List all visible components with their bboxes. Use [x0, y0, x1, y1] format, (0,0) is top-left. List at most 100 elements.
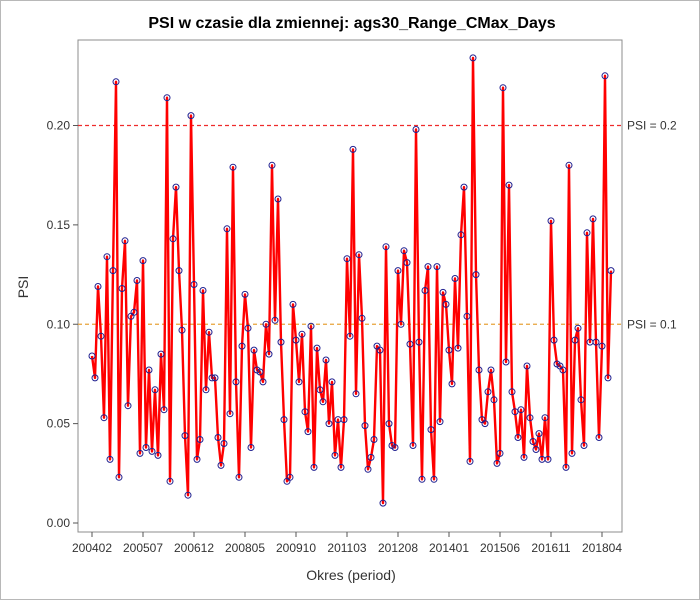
data-point [403, 259, 411, 267]
data-point [367, 453, 375, 461]
data-point [562, 463, 570, 471]
y-tick-label: 0.10 [47, 317, 71, 331]
data-point [163, 94, 171, 102]
data-point [103, 253, 111, 261]
data-point [199, 287, 207, 294]
data-point [544, 455, 552, 463]
data-point [559, 366, 567, 374]
data-point [526, 414, 534, 422]
x-tick-label: 201103 [327, 541, 366, 555]
data-point [577, 396, 585, 404]
data-point [175, 267, 183, 275]
data-point [550, 336, 558, 344]
data-point [598, 342, 606, 350]
data-point [193, 455, 201, 463]
x-tick-label: 201506 [480, 541, 520, 555]
data-point [172, 183, 180, 191]
data-point [568, 449, 576, 457]
data-point [571, 336, 579, 344]
data-point [331, 451, 339, 459]
x-tick-label: 201804 [582, 541, 622, 555]
data-point [457, 231, 465, 239]
data-point [433, 263, 441, 271]
reference-line-label: PSI = 0.2 [627, 119, 677, 133]
data-point [304, 428, 312, 436]
data-point [166, 477, 174, 485]
data-point [535, 430, 543, 438]
data-point [580, 442, 588, 449]
data-point [529, 438, 537, 445]
data-point [385, 420, 393, 428]
data-point [343, 255, 351, 263]
data-point [328, 378, 336, 386]
data-point [319, 398, 327, 406]
y-axis-label: PSI [15, 276, 31, 299]
data-point [310, 463, 318, 471]
data-point [115, 473, 123, 481]
data-point [181, 432, 189, 440]
data-point [223, 225, 231, 233]
data-point [91, 374, 99, 382]
data-point [532, 446, 540, 453]
data-point [460, 183, 468, 191]
data-point [268, 161, 276, 169]
data-point [205, 328, 213, 336]
data-point [547, 217, 555, 225]
data-point [94, 283, 102, 290]
data-point [472, 271, 480, 279]
data-point [274, 195, 282, 203]
data-point [442, 300, 450, 308]
data-point [277, 338, 285, 346]
y-tick-label: 0.15 [47, 218, 71, 232]
data-point [607, 267, 615, 275]
data-point [355, 251, 363, 259]
data-point [184, 491, 192, 499]
data-point [418, 475, 426, 483]
data-point [394, 267, 402, 275]
data-point [226, 410, 234, 418]
data-point [271, 316, 279, 324]
data-point [151, 386, 159, 394]
data-point [517, 406, 525, 414]
x-tick-label: 200805 [225, 541, 265, 555]
data-point [358, 314, 366, 322]
data-point [502, 358, 510, 366]
data-point [487, 366, 495, 374]
data-point [400, 247, 408, 255]
data-point [424, 263, 432, 271]
data-point [466, 457, 474, 465]
data-point [100, 414, 108, 422]
data-point [346, 332, 354, 340]
data-point [202, 386, 210, 394]
series-line [90, 56, 613, 505]
data-point [520, 453, 528, 461]
data-point [448, 380, 456, 388]
data-point [88, 352, 96, 360]
data-point [241, 290, 249, 298]
data-point [148, 447, 156, 455]
data-point [469, 54, 477, 62]
data-point [295, 378, 303, 386]
data-point [499, 84, 507, 92]
data-point [505, 181, 513, 189]
data-point [592, 338, 600, 346]
data-point [142, 444, 150, 451]
data-point [523, 362, 531, 370]
data-point [430, 475, 438, 483]
data-point [139, 257, 147, 265]
x-axis: 200402 200507 200612 200805 200910 201103 2012… [72, 532, 622, 555]
data-point [436, 418, 444, 426]
data-point [493, 459, 501, 467]
data-point [211, 374, 219, 382]
data-point [208, 374, 216, 382]
data-point [421, 287, 429, 294]
data-point [484, 388, 492, 396]
data-point [325, 420, 333, 428]
data-point [463, 312, 471, 320]
data-point [490, 396, 498, 404]
data-point [349, 145, 357, 153]
data-point [439, 288, 447, 296]
x-tick-label: 200612 [174, 541, 214, 555]
data-point [451, 275, 459, 282]
